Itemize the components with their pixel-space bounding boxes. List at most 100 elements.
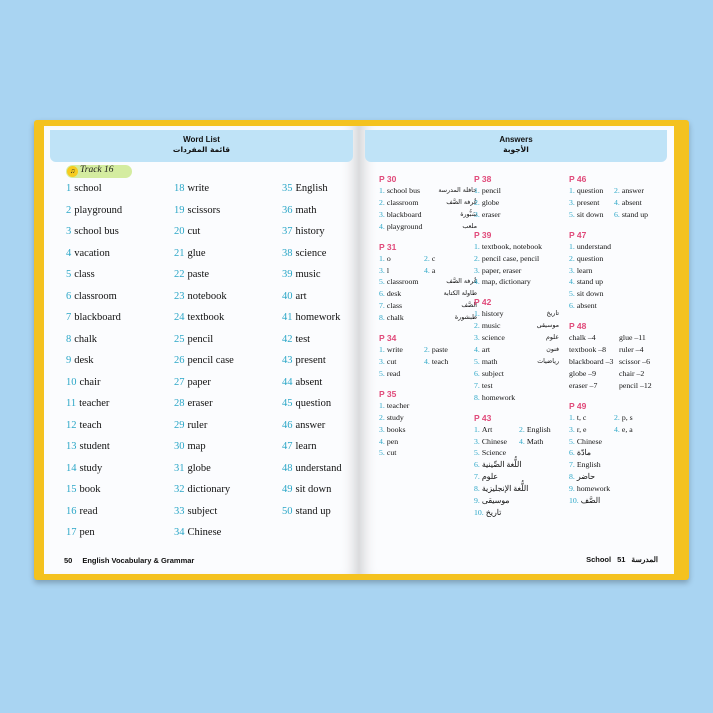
answer-text: present xyxy=(576,197,600,207)
answer-number: 5. xyxy=(379,277,385,287)
answer-page-heading: P 34 xyxy=(379,333,397,344)
answer-block: P 38 1. pencil 2. globe 3. eraser xyxy=(474,174,559,221)
answer-number: 1. xyxy=(474,186,480,195)
word-text: Chinese xyxy=(187,527,222,538)
answer-page-heading: P 47 xyxy=(569,229,587,240)
answer-text: study xyxy=(386,412,404,422)
answer-line: 5. math رياضيات xyxy=(474,356,559,368)
word-text: textbook xyxy=(187,312,225,323)
word-item: 41 homework xyxy=(282,307,342,329)
word-text: map xyxy=(187,441,206,452)
word-item: 4 vacation xyxy=(66,243,122,265)
answer-second: scissor –6 xyxy=(619,356,650,368)
word-list-title-arabic: قائمة المفردات xyxy=(172,145,231,154)
answer-second: glue –11 xyxy=(619,332,646,344)
word-item: 32 dictionary xyxy=(174,479,234,501)
answer-line: 5. Science xyxy=(474,447,559,459)
answer-number: 9. xyxy=(569,484,575,494)
word-text: subject xyxy=(187,505,218,517)
answer-second: 2. English xyxy=(519,424,551,436)
answer-text: موسيقى xyxy=(481,496,510,506)
answer-second: 2. c xyxy=(424,253,435,265)
answer-text: English xyxy=(576,460,601,470)
answer-text: Math xyxy=(526,436,544,446)
word-item: 23 notebook xyxy=(174,286,234,308)
word-number: 1 xyxy=(66,183,72,194)
answer-number: 5. xyxy=(379,448,385,458)
word-item: 9 desk xyxy=(66,350,122,372)
answer-number: 2. xyxy=(424,345,430,355)
answer-text: books xyxy=(386,424,406,434)
word-number: 16 xyxy=(66,505,77,517)
answer-number: 4. xyxy=(569,277,575,287)
answer-line: 5. sit down xyxy=(569,288,664,300)
word-text: globe xyxy=(187,462,211,474)
word-item: 49 sit down xyxy=(282,479,342,501)
word-item: 26 pencil case xyxy=(174,350,234,372)
word-number: 32 xyxy=(174,484,185,495)
answer-text: تاريخ xyxy=(485,507,502,517)
answer-text: read xyxy=(386,368,401,378)
answer-text: classroom xyxy=(386,197,419,207)
answer-text: globe xyxy=(481,197,500,207)
word-number: 15 xyxy=(66,484,77,495)
answer-text: textbook –8 xyxy=(569,345,607,355)
answer-line: 7. علوم xyxy=(474,471,559,483)
answer-line: 10. تاريخ xyxy=(474,507,559,519)
answer-number: 2. xyxy=(614,412,620,422)
word-text: English xyxy=(295,183,328,194)
word-number: 21 xyxy=(174,247,185,259)
answer-number: 3. xyxy=(474,333,480,343)
answer-number: 1. xyxy=(569,186,575,195)
answer-block: P 35 1. teacher 2. study 3. books 4. pen 5. cut xyxy=(379,389,477,460)
word-text: book xyxy=(79,484,101,495)
word-number: 31 xyxy=(174,462,185,474)
answer-text: paper, eraser xyxy=(481,265,522,275)
word-column-2: 18 write 19 scissors 20 cut 21 glue 22 paste 23 not… xyxy=(174,178,234,544)
word-number: 28 xyxy=(174,398,185,409)
answer-number: 2. xyxy=(379,412,385,422)
answer-page-heading: P 46 xyxy=(569,174,587,184)
word-text: history xyxy=(295,226,325,237)
answer-block: P 43 1. Art 2. English 3. Chinese 4. Math 5. Scien… xyxy=(474,413,559,519)
word-item: 16 read xyxy=(66,501,122,523)
word-text: glue xyxy=(187,247,206,259)
answer-text: map, dictionary xyxy=(481,277,531,287)
word-number: 3 xyxy=(66,226,72,237)
answer-text: math xyxy=(481,356,498,366)
answer-line: 3. l 4. a xyxy=(379,265,477,277)
word-text: cut xyxy=(187,226,201,237)
answer-second: 4. teach xyxy=(424,356,448,368)
word-text: absent xyxy=(295,376,323,388)
answer-text: الصَّف xyxy=(580,496,601,506)
answer-block: P 31 1. o 2. c 3. l 4. a 5. classroom غُرفة الصَّف 6… xyxy=(379,242,477,324)
answer-text: o xyxy=(386,253,391,263)
word-text: blackboard xyxy=(74,312,121,323)
answer-number: 1. xyxy=(569,412,575,422)
answer-arabic: طاولة الكتابة xyxy=(443,290,477,298)
answer-number: 10. xyxy=(474,507,484,517)
answer-line: 6. subject xyxy=(474,368,559,380)
word-text: teacher xyxy=(79,398,110,409)
answer-text: cut xyxy=(386,356,397,366)
answer-second: 4. a xyxy=(424,265,435,277)
answer-line: 1. school bus حافلة المدرسة xyxy=(379,185,477,197)
answer-text: chair –2 xyxy=(619,368,645,378)
word-text: dictionary xyxy=(187,484,231,495)
answer-line: 4. art فنون xyxy=(474,344,559,356)
answer-line: 7. class الصَّف xyxy=(379,300,477,312)
answer-line: 6. desk طاولة الكتابة xyxy=(379,288,477,300)
word-number: 20 xyxy=(174,226,185,237)
word-item: 6 classroom xyxy=(66,286,122,308)
answer-text: teacher xyxy=(386,400,410,410)
answers-column-2: P 38 1. pencil 2. globe 3. eraser P 39 1. textboo… xyxy=(474,174,559,528)
word-item: 34 Chinese xyxy=(174,522,234,544)
answer-line: blackboard –3 scissor –6 xyxy=(569,356,664,368)
answer-number: 8. xyxy=(379,313,385,323)
word-number: 33 xyxy=(174,505,185,517)
word-text: paste xyxy=(187,269,210,280)
word-number: 45 xyxy=(282,398,293,409)
word-text: read xyxy=(79,505,98,517)
audio-track-badge[interactable]: ♫ Track 16 xyxy=(66,165,132,178)
answer-text: اللُّغة الإنجليزية xyxy=(481,484,529,494)
